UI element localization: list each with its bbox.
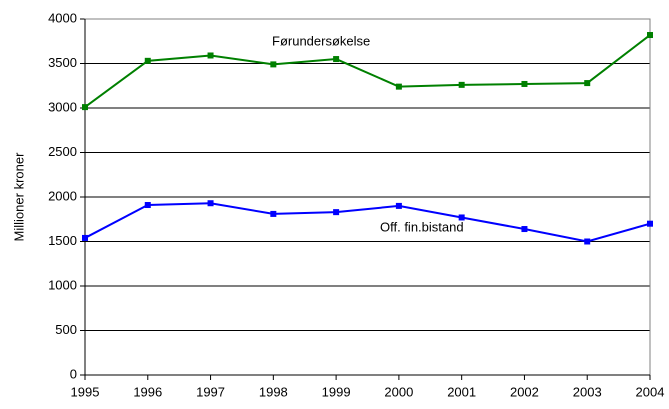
y-tick-label: 1500 [48,233,77,248]
x-tick-label: 2003 [573,384,602,399]
x-tick-label: 2001 [447,384,476,399]
marker [584,238,591,245]
marker [521,80,528,87]
line [84,34,651,108]
marker [458,214,465,221]
marker [395,202,402,209]
x-tick-label: 2004 [636,384,665,399]
marker [458,81,465,88]
marker [584,80,591,87]
series-label: Førundersøkelse [272,33,370,48]
series-label: Off. fin.bistand [380,219,464,234]
y-tick-label: 3500 [48,55,77,70]
marker [144,57,151,64]
marker [333,56,340,63]
y-tick-label: 1000 [48,277,77,292]
x-tick-label: 2000 [384,384,413,399]
marker [333,209,340,216]
y-axis-label: Millioner kroner [11,152,26,242]
marker [82,104,88,111]
line [84,202,651,243]
marker [144,202,151,209]
x-tick-label: 2002 [510,384,539,399]
x-tick-label: 1998 [259,384,288,399]
y-tick-label: 2000 [48,188,77,203]
marker [270,210,277,217]
x-tick-label: 1995 [71,384,100,399]
marker [82,234,88,241]
marker [647,220,653,227]
marker [521,226,528,233]
marker [270,61,277,68]
x-tick-label: 1996 [133,384,162,399]
marker [647,32,653,39]
y-tick-label: 3000 [48,99,77,114]
marker [207,52,214,59]
y-tick-label: 0 [70,366,77,381]
y-tick-label: 4000 [48,10,77,25]
y-tick-label: 2500 [48,144,77,159]
x-tick-label: 1999 [322,384,351,399]
marker [395,83,402,90]
marker [207,200,214,207]
x-tick-label: 1997 [196,384,225,399]
y-tick-label: 500 [55,322,77,337]
